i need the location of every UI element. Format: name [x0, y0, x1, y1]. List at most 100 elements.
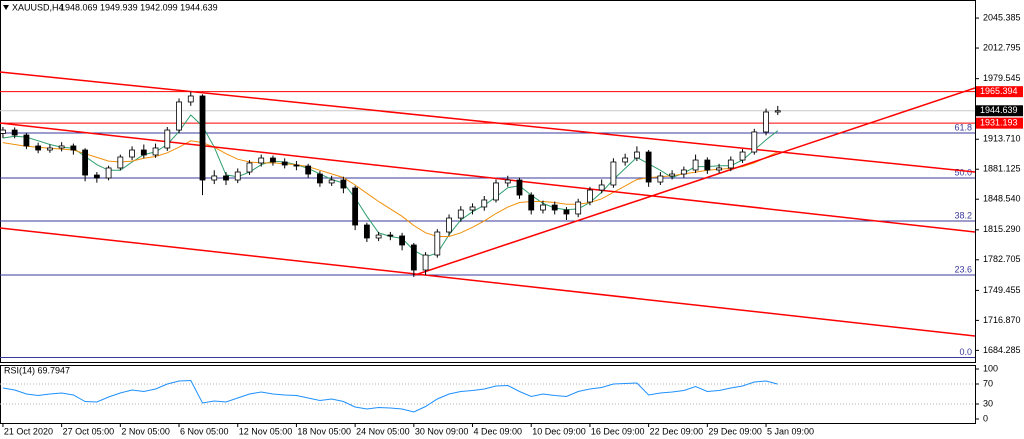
- x-tick-label: 12 Nov 05:00: [239, 426, 293, 436]
- candle-body: [774, 110, 781, 113]
- rsi-line: [2, 379, 778, 413]
- y-tick-label: 1749.455: [983, 285, 1021, 295]
- trend-line: [0, 71, 975, 173]
- candle-body: [152, 147, 159, 156]
- candle-body: [469, 206, 476, 211]
- y-tick-label: 1979.545: [983, 73, 1021, 83]
- price-label: 1931.193: [980, 118, 1018, 128]
- candle-body: [457, 209, 464, 219]
- price-label: 1965.394: [980, 86, 1018, 96]
- candle-body: [422, 254, 429, 271]
- candle-body: [516, 179, 523, 196]
- candle-body: [234, 171, 241, 181]
- candle-body: [117, 156, 124, 169]
- trend-line: [414, 87, 975, 276]
- candle-body: [70, 145, 77, 151]
- y-tick-label: 1881.125: [983, 164, 1021, 174]
- y-tick-label: 2012.795: [983, 42, 1021, 52]
- candle-body: [551, 204, 558, 211]
- x-tick-label: 2 Nov 05:00: [121, 426, 170, 436]
- ohlc-header: 1948.069 1949.939 1942.099 1944.639: [60, 2, 218, 12]
- candle-body: [176, 101, 182, 131]
- candle-body: [352, 187, 359, 226]
- candle-body: [692, 159, 699, 171]
- candle-body: [751, 131, 758, 153]
- candle-body: [704, 159, 711, 171]
- symbol: XAUUSD,H4: [12, 2, 64, 12]
- x-tick-label: 6 Nov 05:00: [180, 426, 229, 436]
- menu-icon[interactable]: [3, 5, 9, 10]
- fib-label: 61.8: [954, 122, 972, 132]
- trend-line: [0, 122, 975, 233]
- candle-body: [481, 199, 488, 208]
- candle-body: [410, 244, 417, 271]
- candle-body: [187, 95, 194, 103]
- y-tick-label: 1815.290: [983, 224, 1021, 234]
- trend-line: [0, 227, 975, 337]
- y-tick-label: 1848.540: [983, 194, 1021, 204]
- candle-body: [363, 224, 370, 239]
- candle-body: [0, 129, 6, 134]
- candle-body: [633, 151, 640, 159]
- candle-body: [82, 149, 89, 176]
- candle-body: [540, 204, 546, 211]
- candle-body: [270, 157, 276, 163]
- fib-label: 0.0: [959, 347, 972, 357]
- x-tick-label: 10 Dec 09:00: [532, 426, 586, 436]
- candle-body: [199, 95, 206, 181]
- candle-body: [657, 175, 664, 183]
- candle-body: [164, 129, 171, 149]
- candle-body: [434, 231, 441, 256]
- candle-body: [446, 217, 452, 233]
- candle-body: [575, 201, 582, 215]
- candle-body: [645, 151, 652, 183]
- candle-body: [504, 179, 511, 184]
- main-panel: [0, 0, 976, 363]
- candle-body: [105, 167, 112, 179]
- candle-body: [739, 151, 746, 161]
- y-tick-label: 30: [983, 398, 993, 408]
- candle-body: [610, 161, 617, 186]
- candle-body: [293, 164, 300, 167]
- candle-body: [211, 175, 218, 181]
- y-tick-label: 1782.705: [983, 254, 1021, 264]
- candle-body: [246, 162, 253, 173]
- candle-body: [727, 159, 734, 169]
- y-tick-label: 0: [983, 413, 988, 423]
- rsi-title: RSI(14) 69.7947: [4, 365, 70, 375]
- candle-body: [399, 235, 405, 246]
- y-tick-label: 1716.870: [983, 315, 1021, 325]
- plot-area: 61.8 50.0 38.2 23.6 0.0: [0, 71, 975, 359]
- fib-label: 50.0: [954, 167, 972, 177]
- y-tick-label: 70: [983, 378, 993, 388]
- x-tick-label: 29 Dec 09:00: [708, 426, 762, 436]
- candle-body: [317, 173, 323, 184]
- candle-body: [23, 134, 30, 147]
- candle-body: [716, 167, 722, 171]
- x-tick-label: 30 Nov 09:00: [415, 426, 469, 436]
- candle-body: [305, 165, 312, 175]
- x-tick-label: 27 Oct 05:00: [63, 426, 115, 436]
- candle-body: [258, 157, 265, 164]
- candle-body: [35, 145, 42, 151]
- candle-body: [387, 234, 394, 237]
- y-tick-label: 2045.385: [983, 12, 1021, 22]
- candle-body: [93, 174, 100, 179]
- x-tick-label: 18 Nov 05:00: [297, 426, 351, 436]
- price-label: 1944.639: [980, 105, 1018, 115]
- x-tick-label: 16 Dec 09:00: [591, 426, 645, 436]
- rsi-panel: [0, 365, 976, 424]
- x-tick-label: 4 Dec 09:00: [474, 426, 523, 436]
- candle-body: [763, 111, 769, 133]
- candle-body: [11, 129, 18, 136]
- candle-body: [281, 161, 288, 166]
- candle-body: [669, 173, 676, 177]
- x-tick-label: 21 Oct 2020: [4, 426, 53, 436]
- candle-body: [587, 189, 593, 203]
- y-tick-label: 1913.710: [983, 134, 1021, 144]
- y-tick-label: 100: [983, 363, 998, 373]
- candle-body: [340, 179, 347, 189]
- candle-body: [563, 209, 570, 215]
